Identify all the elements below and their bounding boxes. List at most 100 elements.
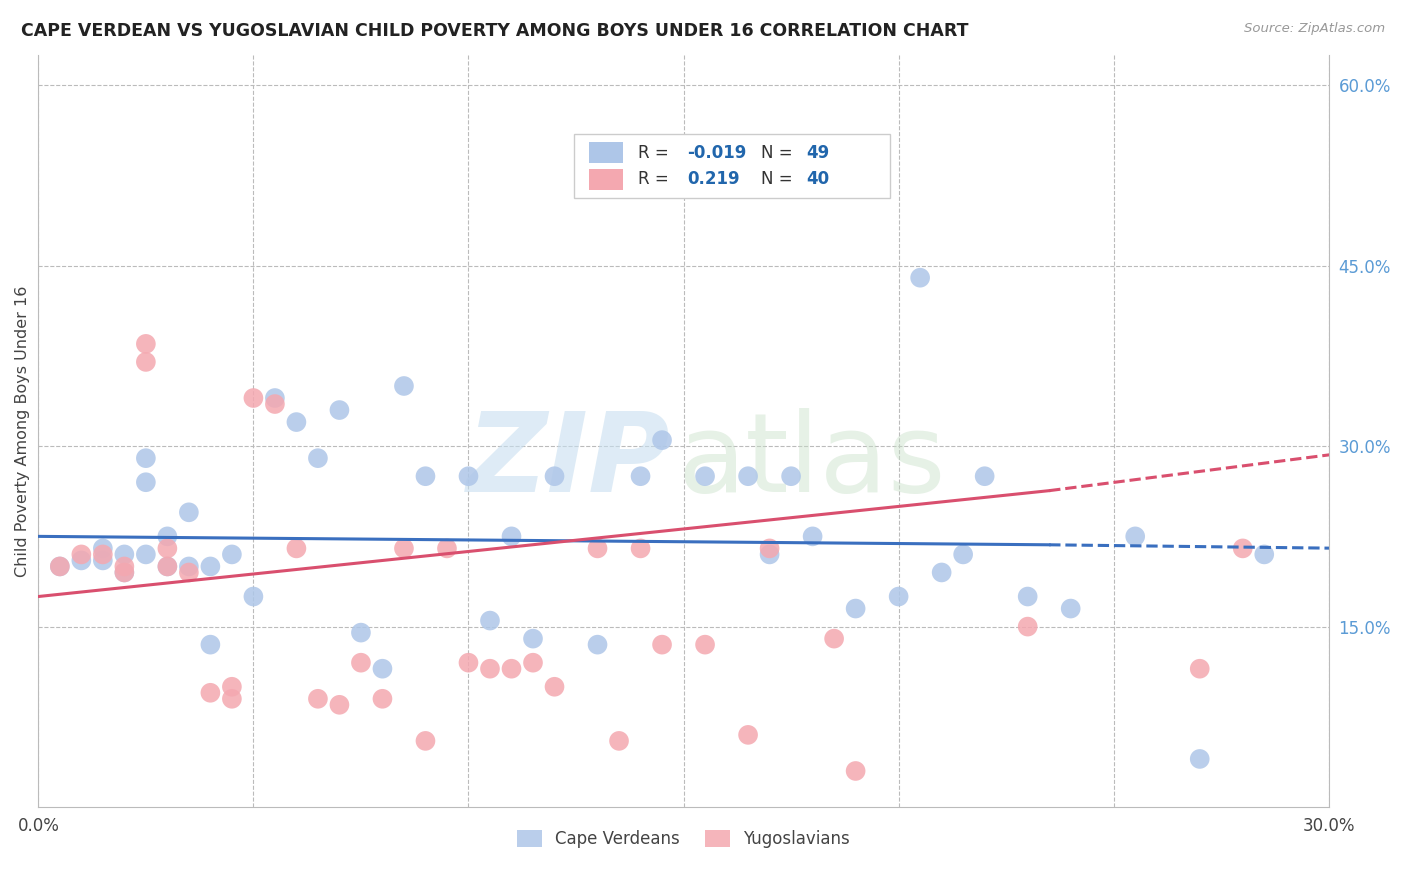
- Point: [135, 548, 157, 562]
- Text: 40: 40: [806, 170, 830, 188]
- Point: [522, 656, 544, 670]
- Point: [845, 601, 868, 615]
- Point: [1188, 662, 1211, 676]
- Point: [285, 415, 308, 429]
- Point: [693, 638, 716, 652]
- Point: [112, 559, 135, 574]
- Point: [436, 541, 458, 556]
- Point: [651, 433, 673, 447]
- Point: [478, 662, 501, 676]
- Point: [931, 566, 953, 580]
- Text: R =: R =: [638, 170, 675, 188]
- Point: [780, 469, 803, 483]
- Y-axis label: Child Poverty Among Boys Under 16: Child Poverty Among Boys Under 16: [15, 285, 30, 577]
- Point: [1123, 529, 1146, 543]
- Point: [242, 391, 264, 405]
- Text: Source: ZipAtlas.com: Source: ZipAtlas.com: [1244, 22, 1385, 36]
- Point: [91, 553, 114, 567]
- Point: [630, 469, 652, 483]
- Point: [177, 559, 200, 574]
- Point: [501, 529, 523, 543]
- Point: [200, 686, 222, 700]
- Point: [156, 541, 179, 556]
- Point: [1232, 541, 1254, 556]
- Text: N =: N =: [761, 170, 797, 188]
- Point: [177, 505, 200, 519]
- Point: [200, 638, 222, 652]
- Point: [392, 379, 415, 393]
- Point: [307, 691, 329, 706]
- Point: [973, 469, 995, 483]
- Point: [823, 632, 845, 646]
- Text: ZIP: ZIP: [467, 408, 671, 515]
- Point: [952, 548, 974, 562]
- Point: [737, 728, 759, 742]
- Point: [221, 548, 243, 562]
- Point: [307, 451, 329, 466]
- Point: [49, 559, 72, 574]
- Point: [112, 566, 135, 580]
- Point: [630, 541, 652, 556]
- Point: [70, 553, 93, 567]
- Point: [1253, 548, 1275, 562]
- Point: [221, 680, 243, 694]
- Point: [49, 559, 72, 574]
- Point: [501, 662, 523, 676]
- Point: [112, 548, 135, 562]
- Point: [242, 590, 264, 604]
- Point: [478, 614, 501, 628]
- Point: [543, 469, 565, 483]
- Point: [91, 548, 114, 562]
- Point: [887, 590, 910, 604]
- Point: [908, 270, 931, 285]
- Text: CAPE VERDEAN VS YUGOSLAVIAN CHILD POVERTY AMONG BOYS UNDER 16 CORRELATION CHART: CAPE VERDEAN VS YUGOSLAVIAN CHILD POVERT…: [21, 22, 969, 40]
- Point: [457, 656, 479, 670]
- Point: [522, 632, 544, 646]
- Point: [845, 764, 868, 778]
- Point: [328, 403, 350, 417]
- Point: [371, 662, 394, 676]
- Text: 0.219: 0.219: [688, 170, 740, 188]
- Point: [607, 734, 630, 748]
- Text: -0.019: -0.019: [688, 144, 747, 161]
- Point: [693, 469, 716, 483]
- Text: 49: 49: [806, 144, 830, 161]
- Point: [415, 734, 437, 748]
- Point: [177, 566, 200, 580]
- Point: [1017, 619, 1039, 633]
- Point: [264, 391, 287, 405]
- Point: [737, 469, 759, 483]
- Point: [651, 638, 673, 652]
- Point: [1188, 752, 1211, 766]
- Point: [135, 355, 157, 369]
- FancyBboxPatch shape: [589, 143, 623, 163]
- Point: [285, 541, 308, 556]
- Text: R =: R =: [638, 144, 675, 161]
- Text: N =: N =: [761, 144, 797, 161]
- Legend: Cape Verdeans, Yugoslavians: Cape Verdeans, Yugoslavians: [510, 823, 856, 855]
- Point: [112, 566, 135, 580]
- FancyBboxPatch shape: [589, 169, 623, 190]
- Point: [135, 451, 157, 466]
- Point: [758, 548, 780, 562]
- Point: [1017, 590, 1039, 604]
- Point: [415, 469, 437, 483]
- Point: [758, 541, 780, 556]
- Point: [457, 469, 479, 483]
- Point: [392, 541, 415, 556]
- Point: [328, 698, 350, 712]
- Point: [135, 337, 157, 351]
- Point: [264, 397, 287, 411]
- Point: [156, 559, 179, 574]
- Point: [135, 475, 157, 490]
- Point: [156, 559, 179, 574]
- Point: [801, 529, 824, 543]
- Point: [156, 529, 179, 543]
- Point: [350, 656, 373, 670]
- Point: [70, 548, 93, 562]
- Point: [543, 680, 565, 694]
- Point: [586, 638, 609, 652]
- Point: [200, 559, 222, 574]
- Point: [371, 691, 394, 706]
- Point: [586, 541, 609, 556]
